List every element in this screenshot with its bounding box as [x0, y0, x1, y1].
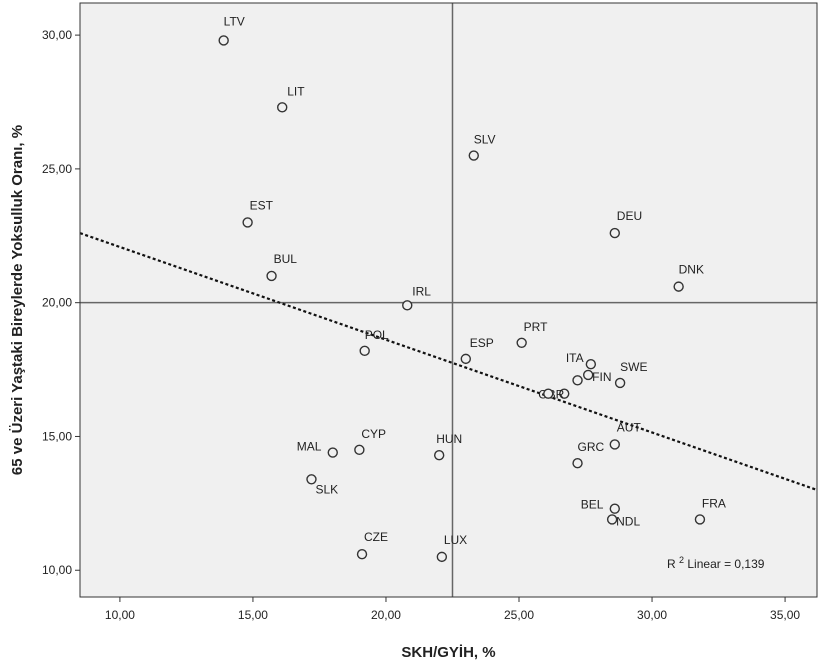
point-slk [306, 474, 317, 485]
point-label-ita: ITA [566, 351, 584, 365]
point-label-dnk: DNK [679, 263, 704, 277]
x-ticks: 10,00 15,00 20,00 25,00 30,00 35,00 [105, 597, 800, 622]
point-label-cyp: CYP [361, 427, 386, 441]
point-mal [327, 447, 338, 458]
reference-lines [80, 3, 817, 597]
y-tick-label: 10,00 [42, 563, 72, 577]
point-label-slk: SLK [315, 482, 338, 496]
axes [79, 2, 818, 598]
y-axis-title: 65 ve Üzeri Yaştaki Bireylerde Yoksulluk… [9, 125, 26, 475]
point-ltv [218, 35, 229, 46]
point-label-slv: SLV [474, 133, 496, 147]
point-unlabeled-16 [543, 388, 554, 399]
point-unlabeled-14 [572, 375, 583, 386]
r2-text: Linear = 0,139 [687, 557, 764, 571]
point-label-mal: MAL [297, 440, 322, 454]
r2-superscript: 2 [679, 555, 684, 565]
linear-fit-line [79, 232, 818, 492]
point-est [242, 217, 253, 228]
plot-frame [79, 2, 818, 598]
point-label-cze: CZE [364, 530, 388, 544]
point-hun [433, 449, 445, 461]
point-grc [572, 458, 583, 469]
point-label-ndl: NDL [616, 514, 640, 528]
point-esp [460, 353, 471, 365]
point-label-irl: IRL [412, 284, 431, 298]
point-irl [402, 300, 413, 311]
point-aut [609, 439, 620, 450]
point-cze [356, 548, 368, 560]
y-ticks: 10,00 15,00 20,00 25,00 30,00 [42, 28, 80, 577]
point-label-aut: AUT [617, 420, 642, 434]
point-label-bel: BEL [581, 498, 604, 512]
x-tick-label: 15,00 [238, 608, 268, 622]
y-tick-label: 25,00 [42, 162, 72, 176]
point-label-prt: PRT [524, 320, 548, 334]
point-label-fra: FRA [702, 496, 726, 510]
x-axis-title: SKH/GYİH, % [401, 644, 495, 661]
x-tick-label: 30,00 [637, 608, 667, 622]
point-label-lux: LUX [444, 533, 467, 547]
y-tick-label: 15,00 [42, 429, 72, 443]
point-label-fin: FIN [592, 370, 611, 384]
point-pol [359, 345, 370, 357]
plot-area [80, 3, 817, 597]
point-swe [614, 377, 626, 389]
point-label-pol: POL [365, 328, 389, 342]
point-label-lit: LIT [287, 84, 305, 98]
y-tick-label: 20,00 [42, 296, 72, 310]
point-label-est: EST [250, 198, 274, 212]
y-tick-label: 30,00 [42, 28, 72, 42]
point-ndl [606, 514, 618, 525]
x-tick-label: 10,00 [105, 608, 135, 622]
point-label-hun: HUN [436, 432, 462, 446]
point-ita [585, 359, 597, 370]
point-label-bul: BUL [274, 252, 298, 266]
point-bel [609, 503, 620, 514]
point-label-ltv: LTV [224, 14, 245, 28]
r2-annotation: R 2 Linear = 0,139 [667, 552, 765, 571]
point-lit [277, 102, 288, 113]
point-fin [582, 369, 594, 381]
point-prt [516, 337, 527, 349]
x-tick-label: 25,00 [504, 608, 534, 622]
x-tick-label: 20,00 [371, 608, 401, 622]
point-label-grc: GRC [578, 440, 605, 454]
point-slv [468, 150, 479, 161]
point-lux [436, 551, 448, 563]
x-tick-label: 35,00 [770, 608, 800, 622]
point-cyp [354, 444, 365, 456]
point-gbr [559, 388, 570, 399]
point-deu [609, 227, 620, 239]
point-fra [694, 514, 706, 525]
point-label-swe: SWE [620, 360, 647, 374]
r2-prefix: R [667, 557, 676, 571]
point-bul [266, 270, 277, 282]
fit-line-group [79, 232, 818, 492]
point-label-deu: DEU [617, 209, 642, 223]
data-points: LTV LIT SLV EST DEU BUL DNK IRL PRT POL ESP ITA FIN S… [218, 14, 726, 563]
point-dnk [673, 281, 684, 292]
point-label-esp: ESP [470, 336, 494, 350]
